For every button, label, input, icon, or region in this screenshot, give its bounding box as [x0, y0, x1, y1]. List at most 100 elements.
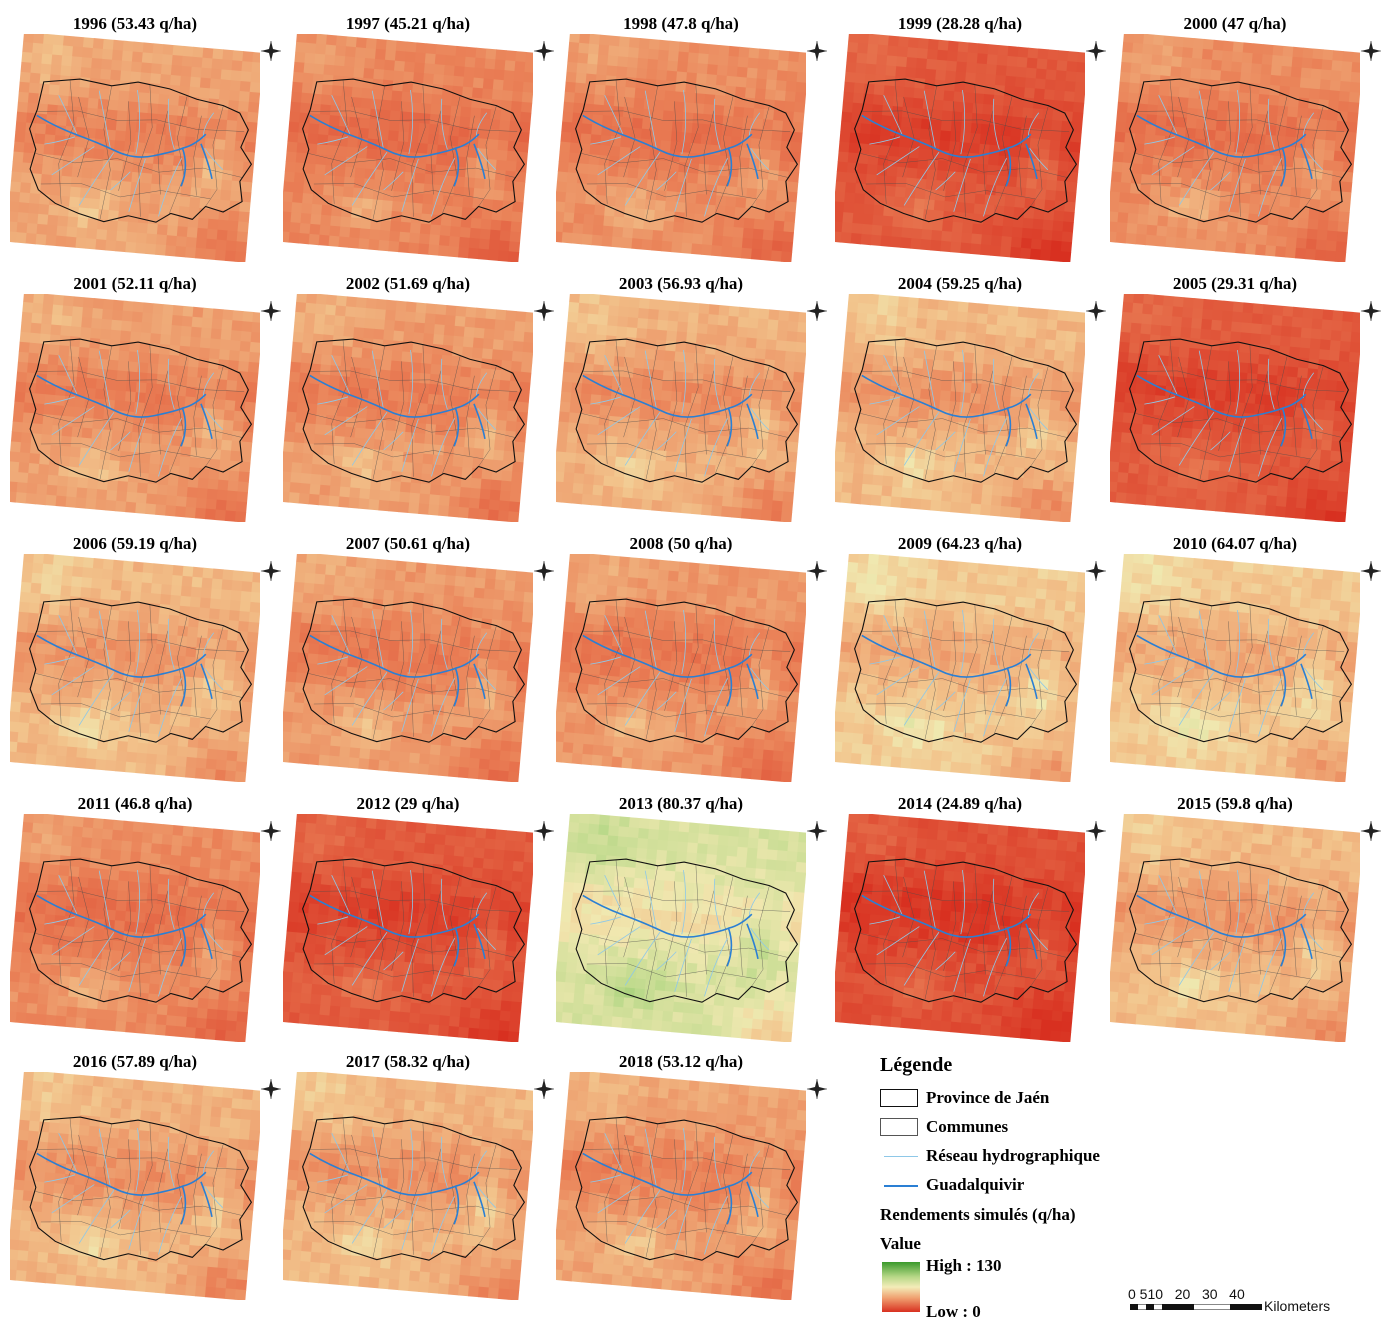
province-boundary [1129, 78, 1353, 223]
map-panel-2013: 2013 (80.37 q/ha) [556, 784, 832, 1042]
map-panel-2007: 2007 (50.61 q/ha) [283, 524, 559, 782]
yield-raster-map [283, 554, 533, 782]
guadalquivir-river [36, 374, 213, 447]
panel-title: 2000 (47 q/ha) [1183, 14, 1287, 33]
yield-raster-map [10, 294, 260, 522]
panel-title: 2011 (46.8 q/ha) [77, 794, 193, 813]
legend-province-label: Province de Jaén [926, 1088, 1050, 1107]
north-arrow-icon [1086, 301, 1106, 321]
north-arrow-icon [261, 821, 281, 841]
guadalquivir-river [582, 634, 759, 707]
ramp-high-label: High : 130 [926, 1256, 1002, 1275]
panel-title: 2010 (64.07 q/ha) [1172, 534, 1298, 553]
yield-raster-map [10, 814, 260, 1042]
province-boundary [29, 1116, 253, 1261]
map-panel-2018: 2018 (53.12 q/ha) [556, 1042, 832, 1300]
guadalquivir-river [36, 114, 213, 187]
province-boundary [302, 78, 526, 223]
legend-communes-label: Communes [926, 1117, 1009, 1136]
map-panel-2002: 2002 (51.69 q/ha) [283, 264, 559, 522]
panel-title: 1996 (53.43 q/ha) [72, 14, 198, 33]
province-boundary [575, 1116, 799, 1261]
panel-title: 2018 (53.12 q/ha) [618, 1052, 744, 1071]
map-panel-1999: 1999 (28.28 q/ha) [835, 4, 1111, 262]
north-arrow-icon [1361, 41, 1381, 61]
yield-raster-map [835, 34, 1085, 262]
guadalquivir-river [582, 894, 759, 967]
guadalquivir-river [309, 114, 486, 187]
legend-river-label: Guadalquivir [926, 1175, 1025, 1194]
yield-raster-map [556, 554, 806, 782]
province-boundary [854, 338, 1078, 483]
guadalquivir-river [309, 1152, 486, 1225]
north-arrow-icon [1086, 821, 1106, 841]
province-boundary [1129, 338, 1353, 483]
panel-title: 2005 (29.31 q/ha) [1172, 274, 1298, 293]
guadalquivir-river [582, 374, 759, 447]
map-panel-2017: 2017 (58.32 q/ha) [283, 1042, 559, 1300]
legend-title: Légende [880, 1054, 953, 1076]
map-panel-1998: 1998 (47.8 q/ha) [556, 4, 832, 262]
guadalquivir-river [309, 634, 486, 707]
panel-title: 1997 (45.21 q/ha) [345, 14, 471, 33]
yield-raster-map [1110, 554, 1360, 782]
yield-raster-map [283, 1072, 533, 1300]
map-panel-2016: 2016 (57.89 q/ha) [10, 1042, 286, 1300]
north-arrow-icon [534, 301, 554, 321]
north-arrow-icon [1361, 561, 1381, 581]
color-ramp [882, 1262, 920, 1312]
north-arrow-icon [1361, 301, 1381, 321]
north-arrow-icon [807, 1079, 827, 1099]
province-boundary [29, 78, 253, 223]
map-panel-2015: 2015 (59.8 q/ha) [1110, 784, 1383, 1042]
panel-title: 2006 (59.19 q/ha) [72, 534, 198, 553]
yield-raster-map [10, 34, 260, 262]
guadalquivir-river [582, 1152, 759, 1225]
panel-title: 2009 (64.23 q/ha) [897, 534, 1023, 553]
yield-raster-map [835, 294, 1085, 522]
map-panel-2006: 2006 (59.19 q/ha) [10, 524, 286, 782]
panel-title: 2001 (52.11 q/ha) [73, 274, 197, 293]
panel-title: 2016 (57.89 q/ha) [72, 1052, 198, 1071]
province-boundary [1129, 598, 1353, 743]
map-panel-2011: 2011 (46.8 q/ha) [10, 784, 286, 1042]
map-panel-2004: 2004 (59.25 q/ha) [835, 264, 1111, 522]
map-panel-2000: 2000 (47 q/ha) [1110, 4, 1383, 262]
province-boundary [1129, 858, 1353, 1003]
north-arrow-icon [534, 41, 554, 61]
province-boundary [302, 338, 526, 483]
north-arrow-icon [807, 821, 827, 841]
north-arrow-icon [807, 41, 827, 61]
scale-ticks: 0 510 20 30 40 [1128, 1286, 1245, 1302]
province-boundary [29, 598, 253, 743]
panel-title: 2002 (51.69 q/ha) [345, 274, 471, 293]
north-arrow-icon [1086, 561, 1106, 581]
map-panel-1997: 1997 (45.21 q/ha) [283, 4, 559, 262]
panel-title: 2007 (50.61 q/ha) [345, 534, 471, 553]
north-arrow-icon [261, 561, 281, 581]
guadalquivir-river [861, 114, 1038, 187]
map-legend: Légende Province de Jaén Communes Réseau… [880, 1050, 1180, 1321]
map-panel-2012: 2012 (29 q/ha) [283, 784, 559, 1042]
map-panel-2008: 2008 (50 q/ha) [556, 524, 832, 782]
province-boundary [575, 598, 799, 743]
north-arrow-icon [1361, 821, 1381, 841]
province-boundary [29, 858, 253, 1003]
province-boundary [302, 598, 526, 743]
yield-raster-map [283, 34, 533, 262]
map-panel-2001: 2001 (52.11 q/ha) [10, 264, 286, 522]
north-arrow-icon [807, 561, 827, 581]
province-boundary [29, 338, 253, 483]
map-panel-2005: 2005 (29.31 q/ha) [1110, 264, 1383, 522]
guadalquivir-river [1136, 634, 1313, 707]
yield-raster-map [1110, 294, 1360, 522]
map-panel-1996: 1996 (53.43 q/ha) [10, 4, 286, 262]
scale-bar-graphic [1130, 1304, 1262, 1310]
yield-raster-map [556, 294, 806, 522]
province-boundary [575, 338, 799, 483]
guadalquivir-river [36, 1152, 213, 1225]
guadalquivir-river [1136, 374, 1313, 447]
guadalquivir-river [309, 374, 486, 447]
province-boundary [575, 78, 799, 223]
yield-raster-map [1110, 34, 1360, 262]
